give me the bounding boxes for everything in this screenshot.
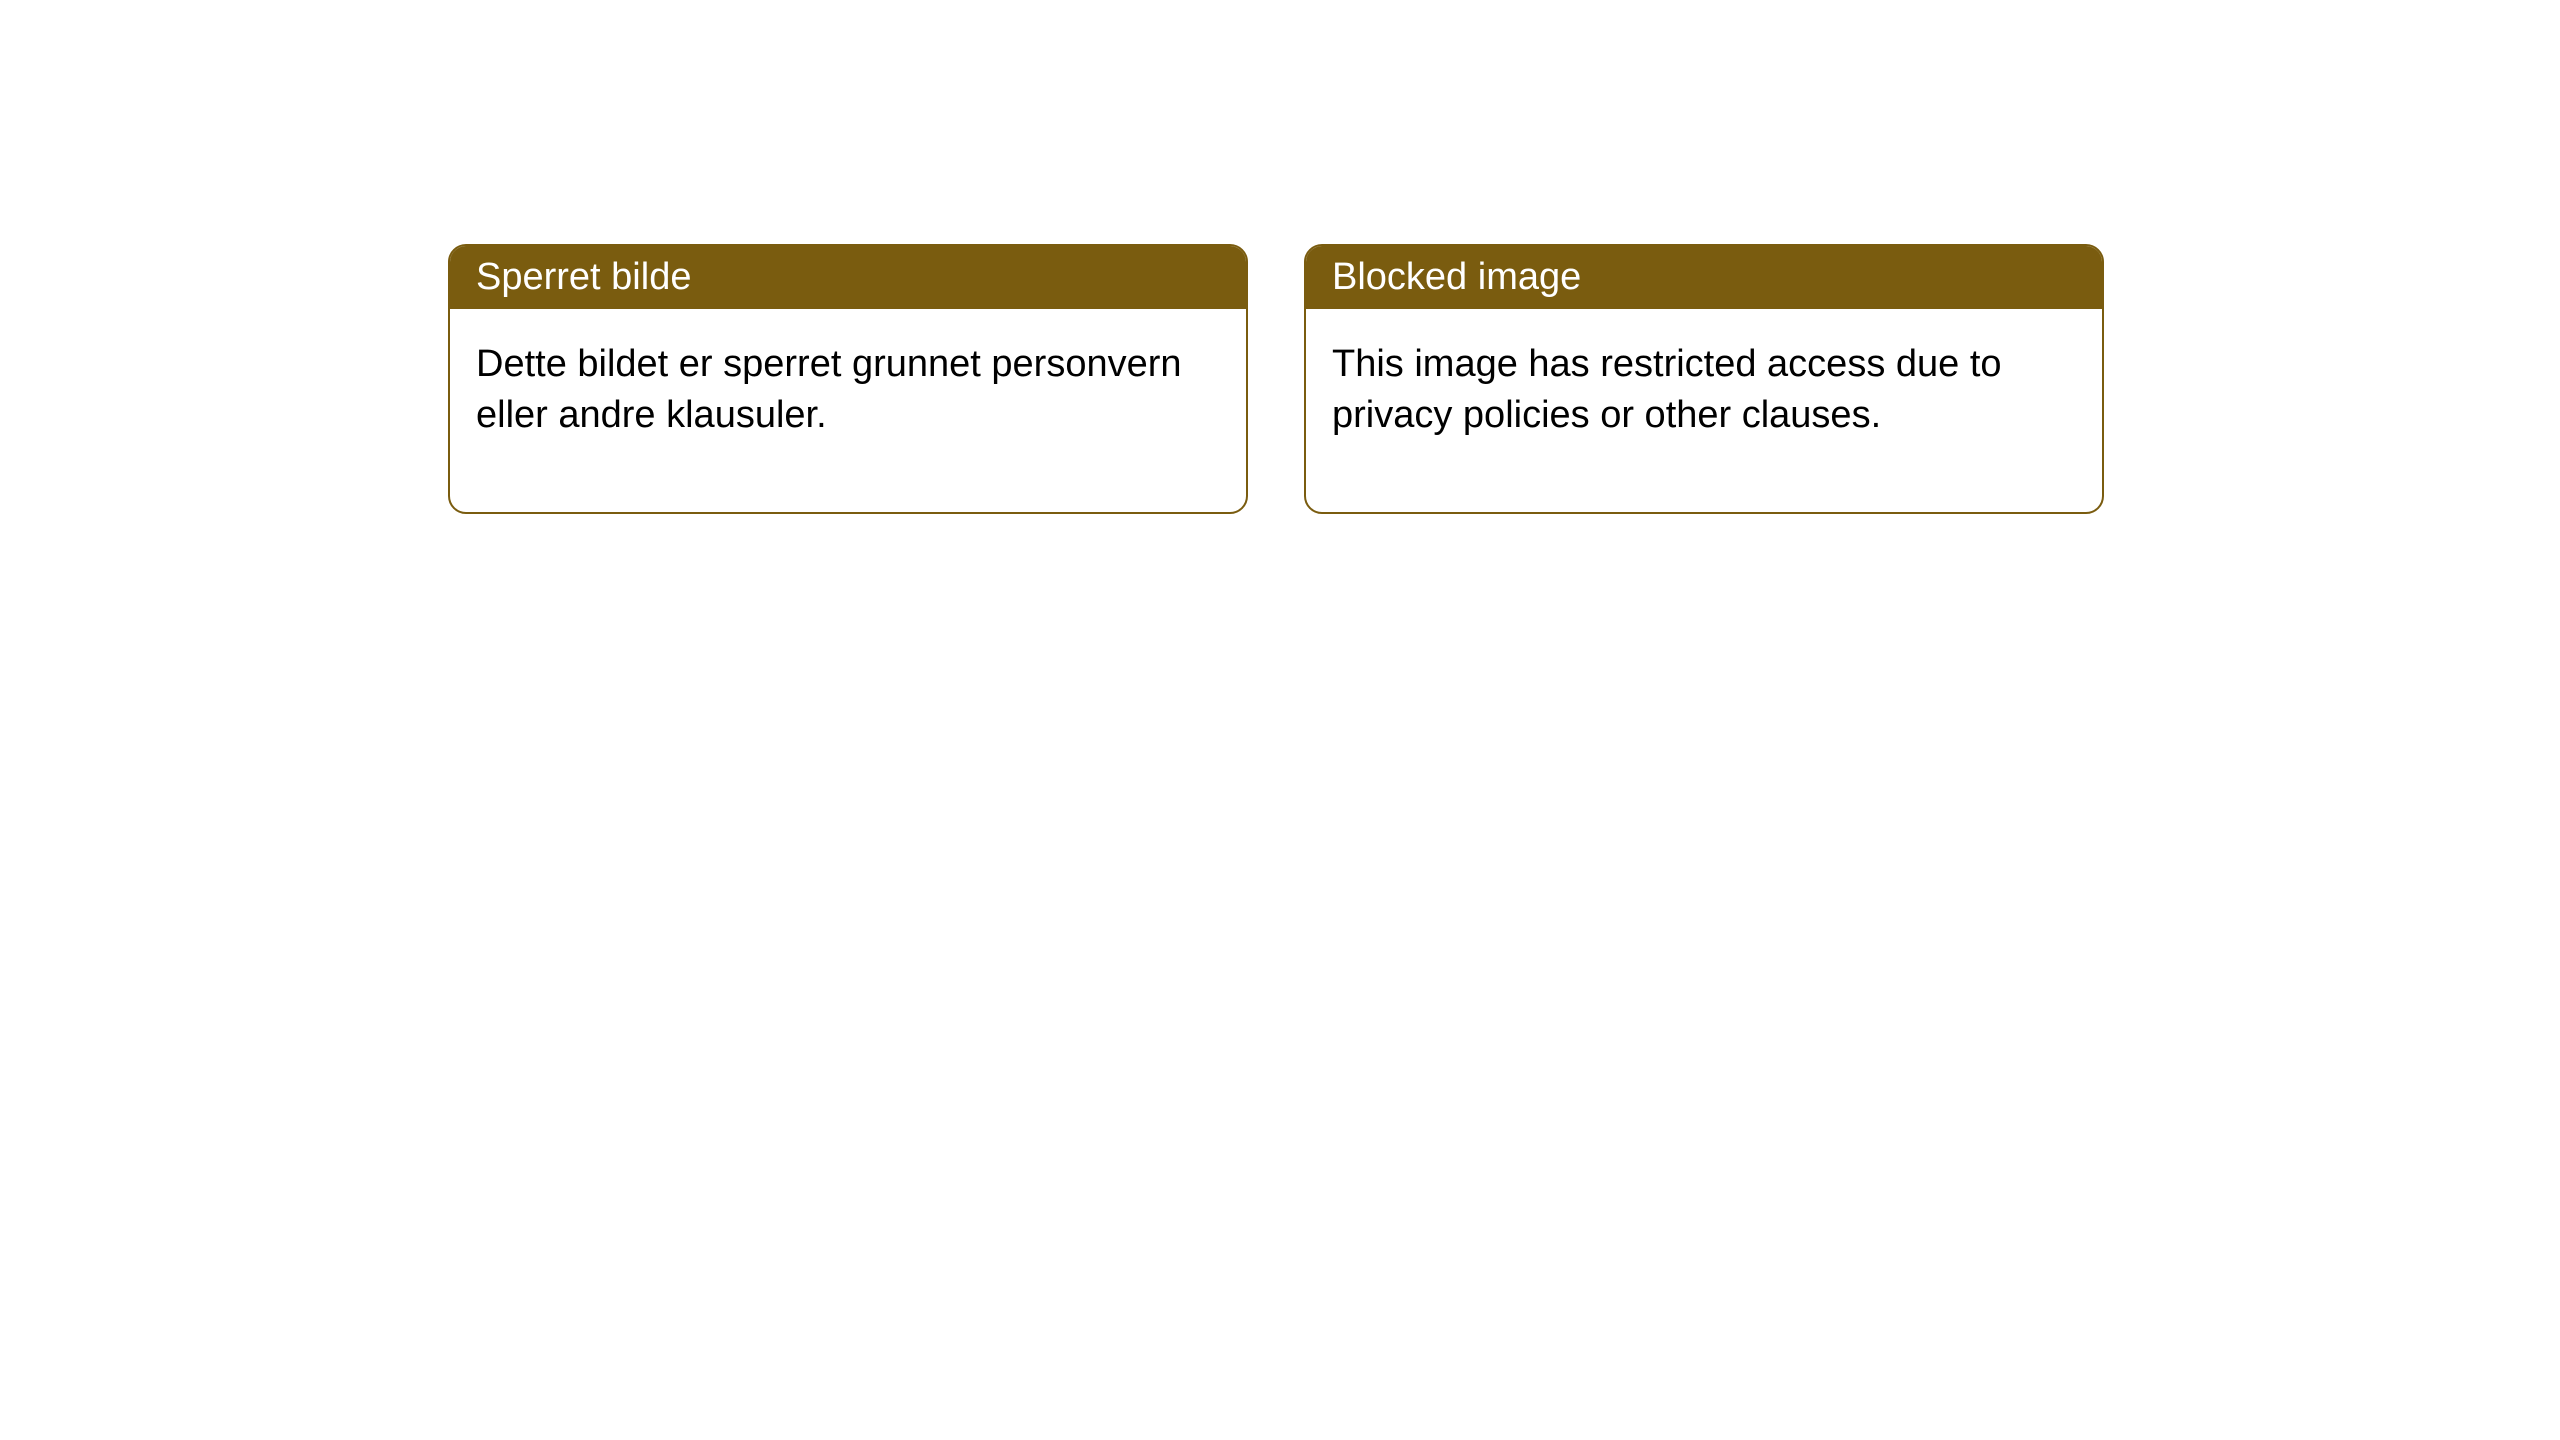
notice-body-text: This image has restricted access due to … bbox=[1332, 343, 2002, 436]
notice-title: Sperret bilde bbox=[476, 256, 691, 298]
notice-container: Sperret bilde Dette bildet er sperret gr… bbox=[448, 244, 2104, 514]
notice-body: This image has restricted access due to … bbox=[1306, 309, 2102, 512]
notice-body: Dette bildet er sperret grunnet personve… bbox=[450, 309, 1246, 512]
notice-box-english: Blocked image This image has restricted … bbox=[1304, 244, 2104, 514]
notice-header: Sperret bilde bbox=[450, 246, 1246, 309]
notice-box-norwegian: Sperret bilde Dette bildet er sperret gr… bbox=[448, 244, 1248, 514]
notice-body-text: Dette bildet er sperret grunnet personve… bbox=[476, 343, 1182, 436]
notice-header: Blocked image bbox=[1306, 246, 2102, 309]
notice-title: Blocked image bbox=[1332, 256, 1581, 298]
